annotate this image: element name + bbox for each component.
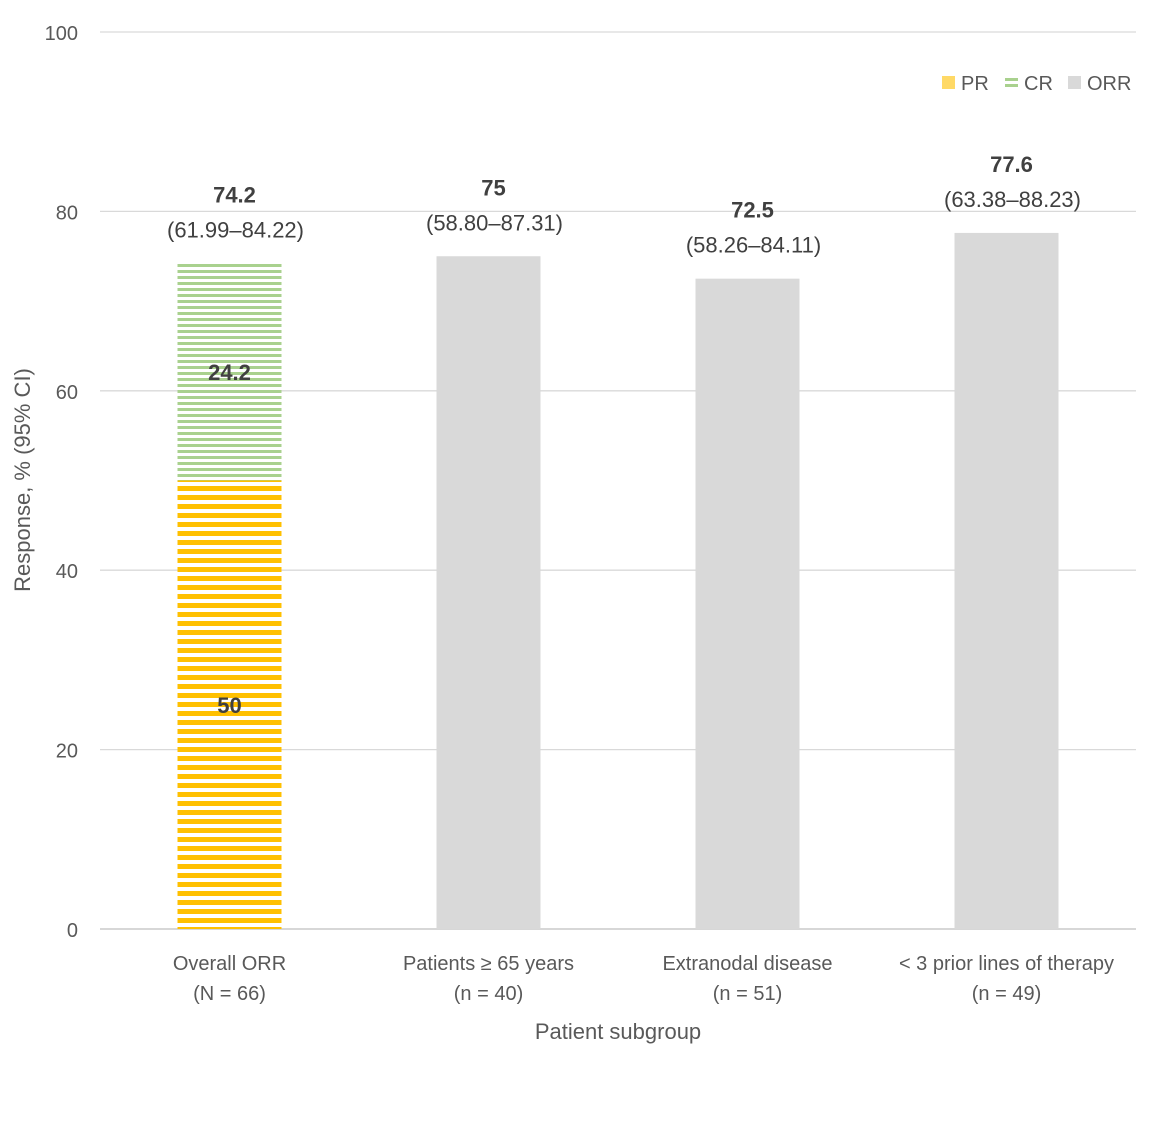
legend-label-orr: ORR [1087,73,1131,95]
x-tick-label: Overall ORR [173,953,286,975]
y-tick-label: 100 [45,23,78,45]
y-tick-label: 60 [56,382,78,404]
data-label-ci: (58.80–87.31) [426,210,563,235]
data-label-ci: (61.99–84.22) [167,217,304,242]
x-axis-title: Patient subgroup [535,1019,701,1044]
x-tick-label: < 3 prior lines of therapy [899,953,1114,975]
x-tick-sublabel: (n = 49) [972,983,1041,1005]
legend-label-cr: CR [1024,73,1053,95]
x-tick-sublabel: (n = 51) [713,983,782,1005]
data-label-total: 75 [481,175,505,200]
y-tick-label: 40 [56,561,78,583]
data-label-cr: 24.2 [208,360,251,385]
data-label-total: 72.5 [731,198,774,223]
x-tick-label: Extranodal disease [662,953,832,975]
x-tick-sublabel: (N = 66) [193,983,266,1005]
bar-cr [177,263,282,481]
y-axis-title: Response, % (95% CI) [10,368,35,592]
legend-label-pr: PR [961,73,989,95]
data-label-total: 74.2 [213,182,256,207]
bar-pr [177,480,282,929]
data-label-pr: 50 [217,693,241,718]
y-tick-label: 80 [56,202,78,224]
bar-orr [954,232,1059,930]
bar-orr [695,278,800,929]
y-tick-label: 20 [56,741,78,763]
x-tick-sublabel: (n = 40) [454,983,523,1005]
legend-swatch-orr [1068,76,1081,89]
y-tick-label: 0 [67,920,78,942]
bar-orr [436,256,541,929]
data-label-total: 77.6 [990,152,1033,177]
legend-swatch-cr [1005,76,1018,89]
data-label-ci: (58.26–84.11) [686,233,821,258]
x-tick-label: Patients ≥ 65 years [403,953,574,975]
data-label-ci: (63.38–88.23) [944,187,1081,212]
legend-swatch-pr [942,76,955,89]
legend: PR CR ORR [942,73,1131,95]
